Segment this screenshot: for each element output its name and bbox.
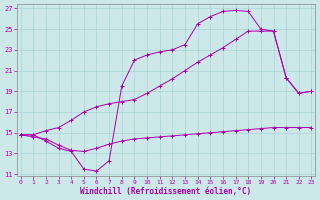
X-axis label: Windchill (Refroidissement éolien,°C): Windchill (Refroidissement éolien,°C): [80, 187, 252, 196]
